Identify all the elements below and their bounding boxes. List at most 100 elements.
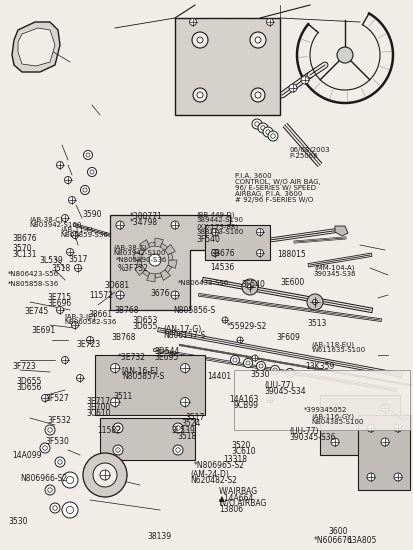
Circle shape bbox=[45, 425, 55, 435]
Polygon shape bbox=[148, 242, 155, 247]
Text: *N806965-S2: *N806965-S2 bbox=[194, 461, 245, 470]
Circle shape bbox=[76, 375, 83, 382]
Text: 13806: 13806 bbox=[219, 505, 243, 514]
Circle shape bbox=[171, 291, 179, 299]
Text: 3F540: 3F540 bbox=[242, 280, 266, 289]
Circle shape bbox=[69, 196, 76, 204]
Text: 3530: 3530 bbox=[8, 517, 28, 526]
Circle shape bbox=[180, 364, 190, 372]
Text: *N806423-S56: *N806423-S56 bbox=[8, 271, 59, 277]
Text: 13A805: 13A805 bbox=[347, 536, 376, 545]
Polygon shape bbox=[165, 265, 172, 273]
Circle shape bbox=[90, 170, 94, 174]
Polygon shape bbox=[140, 240, 150, 250]
Circle shape bbox=[66, 249, 74, 256]
Text: 3L539: 3L539 bbox=[39, 256, 63, 265]
Text: W/O AIRBAG: W/O AIRBAG bbox=[219, 499, 266, 508]
Text: (AB-11-F): (AB-11-F) bbox=[60, 226, 93, 233]
Text: 38661: 38661 bbox=[89, 310, 113, 319]
Text: (AB-38-C): (AB-38-C) bbox=[114, 244, 147, 251]
Circle shape bbox=[211, 228, 218, 235]
Text: 39045-S34: 39045-S34 bbox=[264, 387, 306, 395]
Circle shape bbox=[381, 438, 389, 446]
Circle shape bbox=[149, 254, 161, 266]
Text: [AB-3-JE]: [AB-3-JE] bbox=[64, 313, 95, 320]
Text: %3F732: %3F732 bbox=[118, 264, 149, 273]
Circle shape bbox=[192, 32, 208, 48]
Circle shape bbox=[64, 177, 71, 184]
Text: (AB-116-GY): (AB-116-GY) bbox=[312, 413, 355, 420]
Circle shape bbox=[261, 126, 265, 130]
Text: 14A099: 14A099 bbox=[12, 451, 42, 460]
Text: 11572: 11572 bbox=[89, 292, 113, 300]
Circle shape bbox=[245, 282, 255, 292]
Text: *N806433-S56: *N806433-S56 bbox=[178, 280, 229, 286]
Circle shape bbox=[43, 446, 47, 450]
Circle shape bbox=[266, 19, 273, 25]
Text: 11582: 11582 bbox=[97, 426, 121, 435]
Circle shape bbox=[331, 404, 339, 412]
Text: (BB-449-D): (BB-449-D) bbox=[196, 211, 235, 218]
Circle shape bbox=[88, 168, 97, 177]
Text: 3600: 3600 bbox=[328, 527, 348, 536]
Text: N8060582-S36: N8060582-S36 bbox=[64, 319, 116, 325]
Text: AIRBAG, P.I.A. 3600: AIRBAG, P.I.A. 3600 bbox=[235, 191, 303, 197]
Circle shape bbox=[268, 131, 278, 141]
Circle shape bbox=[256, 361, 266, 371]
Text: 3676: 3676 bbox=[151, 289, 170, 298]
Polygon shape bbox=[155, 238, 164, 247]
Circle shape bbox=[45, 485, 55, 495]
Circle shape bbox=[111, 364, 119, 372]
Circle shape bbox=[237, 337, 243, 343]
Circle shape bbox=[62, 356, 69, 364]
Circle shape bbox=[255, 92, 261, 98]
Text: # 92/96 F-SERIES W/O: # 92/96 F-SERIES W/O bbox=[235, 197, 313, 204]
Circle shape bbox=[250, 32, 266, 48]
Text: 3D681: 3D681 bbox=[104, 280, 130, 289]
Text: *55929-S2: *55929-S2 bbox=[227, 322, 268, 331]
Text: 3C610: 3C610 bbox=[231, 447, 256, 455]
Text: N804385-S100: N804385-S100 bbox=[312, 419, 364, 425]
Text: (XX-173-88): (XX-173-88) bbox=[196, 223, 238, 230]
Text: 38139: 38139 bbox=[147, 532, 171, 541]
Circle shape bbox=[289, 84, 297, 92]
Text: 389442-S190: 389442-S190 bbox=[196, 217, 243, 223]
Circle shape bbox=[176, 448, 180, 452]
Text: (AB-38-C): (AB-38-C) bbox=[29, 216, 63, 223]
Text: 3517: 3517 bbox=[68, 255, 88, 264]
Text: (UU-77): (UU-77) bbox=[264, 381, 294, 389]
Text: 3E691: 3E691 bbox=[31, 326, 55, 335]
Text: 3530: 3530 bbox=[251, 370, 270, 379]
Circle shape bbox=[40, 443, 50, 453]
Circle shape bbox=[331, 438, 339, 446]
Circle shape bbox=[252, 355, 258, 361]
Text: *34798: *34798 bbox=[130, 218, 158, 227]
Circle shape bbox=[394, 473, 402, 481]
Polygon shape bbox=[234, 370, 410, 430]
Circle shape bbox=[50, 503, 60, 513]
Circle shape bbox=[83, 453, 127, 497]
Text: 13K359: 13K359 bbox=[306, 362, 335, 371]
Polygon shape bbox=[110, 215, 230, 310]
Polygon shape bbox=[205, 225, 270, 260]
Text: 3513: 3513 bbox=[307, 319, 327, 328]
Text: *N805858-S36: *N805858-S36 bbox=[8, 281, 59, 287]
Text: 06/08/2003: 06/08/2003 bbox=[289, 147, 330, 153]
Text: 388273-S100: 388273-S100 bbox=[196, 229, 243, 235]
Circle shape bbox=[301, 76, 309, 84]
Text: *380771: *380771 bbox=[130, 212, 163, 221]
Text: *N805890-S36: *N805890-S36 bbox=[116, 257, 167, 263]
Circle shape bbox=[285, 368, 294, 377]
Circle shape bbox=[66, 476, 74, 483]
Polygon shape bbox=[358, 415, 410, 490]
Text: 3D656: 3D656 bbox=[17, 383, 42, 392]
Text: 3B676: 3B676 bbox=[12, 234, 37, 243]
Text: 390345-S36: 390345-S36 bbox=[314, 271, 356, 277]
Text: 3D544: 3D544 bbox=[155, 346, 180, 355]
Text: 3520: 3520 bbox=[231, 441, 251, 449]
Text: (AN-17-G): (AN-17-G) bbox=[163, 325, 202, 334]
Text: P.I.A. 3600: P.I.A. 3600 bbox=[235, 173, 272, 179]
Circle shape bbox=[71, 322, 78, 328]
Polygon shape bbox=[175, 18, 280, 115]
Circle shape bbox=[271, 134, 275, 138]
